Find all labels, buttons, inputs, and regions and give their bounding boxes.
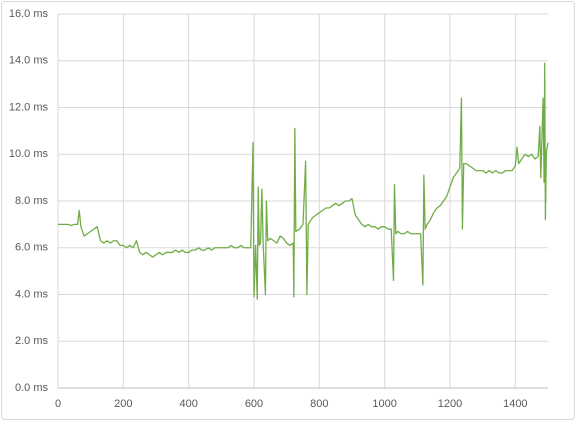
y-tick-label: 14.0 ms [9, 55, 49, 67]
y-tick-label: 2.0 ms [15, 335, 49, 347]
y-tick-label: 0.0 ms [15, 382, 49, 394]
x-tick-label: 800 [310, 398, 328, 410]
y-tick-label: 10.0 ms [9, 148, 49, 160]
y-tick-label: 8.0 ms [15, 195, 49, 207]
x-tick-label: 600 [245, 398, 263, 410]
x-tick-label: 1200 [438, 398, 462, 410]
y-tick-label: 4.0 ms [15, 288, 49, 300]
x-tick-label: 400 [179, 398, 197, 410]
data-line [58, 62, 549, 300]
x-tick-label: 1400 [503, 398, 527, 410]
x-tick-label: 1000 [372, 398, 396, 410]
chart-border [1, 1, 575, 420]
x-tick-label: 0 [55, 398, 61, 410]
y-tick-label: 16.0 ms [9, 8, 49, 20]
x-tick-label: 200 [114, 398, 132, 410]
y-tick-label: 6.0 ms [15, 242, 49, 254]
y-tick-label: 12.0 ms [9, 101, 49, 113]
